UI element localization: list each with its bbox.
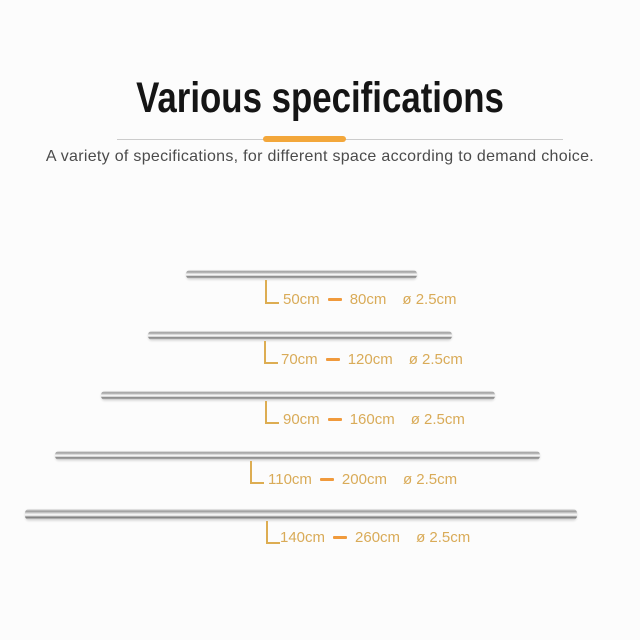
size-callout-2: 70cm 120cm ø 2.5cm (281, 352, 463, 367)
diameter: ø 2.5cm (410, 411, 465, 428)
range-dash (327, 298, 342, 301)
size-callout-3: 90cm 160cm ø 2.5cm (283, 412, 465, 427)
range-dash (327, 418, 342, 421)
range-dash (319, 478, 334, 481)
callout-connector-1 (265, 280, 279, 304)
range-dash (333, 536, 348, 539)
telescopic-rod-1 (186, 270, 417, 279)
size-callout-1: 50cm 80cm ø 2.5cm (283, 292, 457, 307)
subtitle: A variety of specifications, for differe… (45, 148, 595, 165)
max-length: 160cm (349, 411, 395, 428)
range-dash (325, 358, 340, 361)
telescopic-rod-5 (25, 509, 577, 520)
min-length: 50cm (283, 291, 320, 308)
telescopic-rod-3 (101, 391, 495, 400)
min-length: 110cm (268, 471, 312, 488)
max-length: 80cm (349, 291, 387, 308)
max-length: 260cm (355, 529, 401, 546)
page-title: Various specifications (136, 74, 504, 122)
diameter: ø 2.5cm (402, 471, 458, 488)
callout-connector-2 (264, 341, 278, 364)
telescopic-rod-4 (55, 451, 540, 460)
max-length: 200cm (341, 471, 387, 488)
size-callout-5: 140cm 260cm ø 2.5cm (280, 530, 470, 545)
callout-connector-4 (250, 461, 264, 484)
min-length: 140cm (280, 529, 326, 546)
telescopic-rod-2 (148, 331, 452, 340)
callout-connector-5 (266, 521, 280, 544)
max-length: 120cm (347, 351, 393, 368)
callout-connector-3 (265, 401, 279, 424)
diameter: ø 2.5cm (402, 291, 457, 308)
diameter: ø 2.5cm (408, 351, 463, 368)
diameter: ø 2.5cm (416, 529, 471, 546)
divider-accent-bar (263, 136, 346, 142)
size-callout-4: 110cm 200cm ø 2.5cm (268, 472, 457, 487)
min-length: 90cm (283, 411, 320, 428)
min-length: 70cm (281, 351, 318, 368)
